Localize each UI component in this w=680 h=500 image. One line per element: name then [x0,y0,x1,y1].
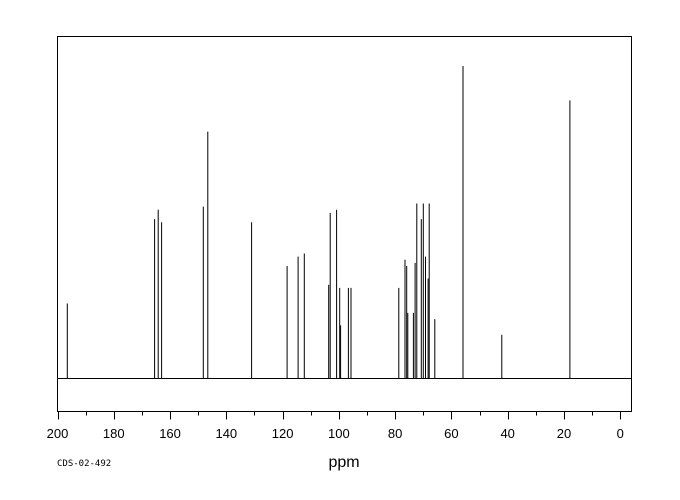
x-tick-label: 0 [617,426,624,441]
x-tick-label: 200 [47,426,69,441]
x-tick-label: 20 [557,426,571,441]
x-tick-label: 160 [159,426,181,441]
x-tick-label: 100 [328,426,350,441]
x-tick-label: 60 [444,426,458,441]
x-axis-title: ppm [328,454,359,471]
peak-series [66,66,571,379]
plot-frame [57,36,632,412]
x-tick-label: 140 [215,426,237,441]
spectrum-code-label: CDS-02-492 [57,459,111,469]
x-axis-ticks [58,411,621,420]
x-tick-label: 180 [103,426,125,441]
x-tick-label: 40 [500,426,514,441]
x-axis-tick-labels: 200 180 160 140 120 100 80 60 40 20 0 [47,426,624,441]
x-tick-label: 80 [388,426,402,441]
x-tick-label: 120 [272,426,294,441]
